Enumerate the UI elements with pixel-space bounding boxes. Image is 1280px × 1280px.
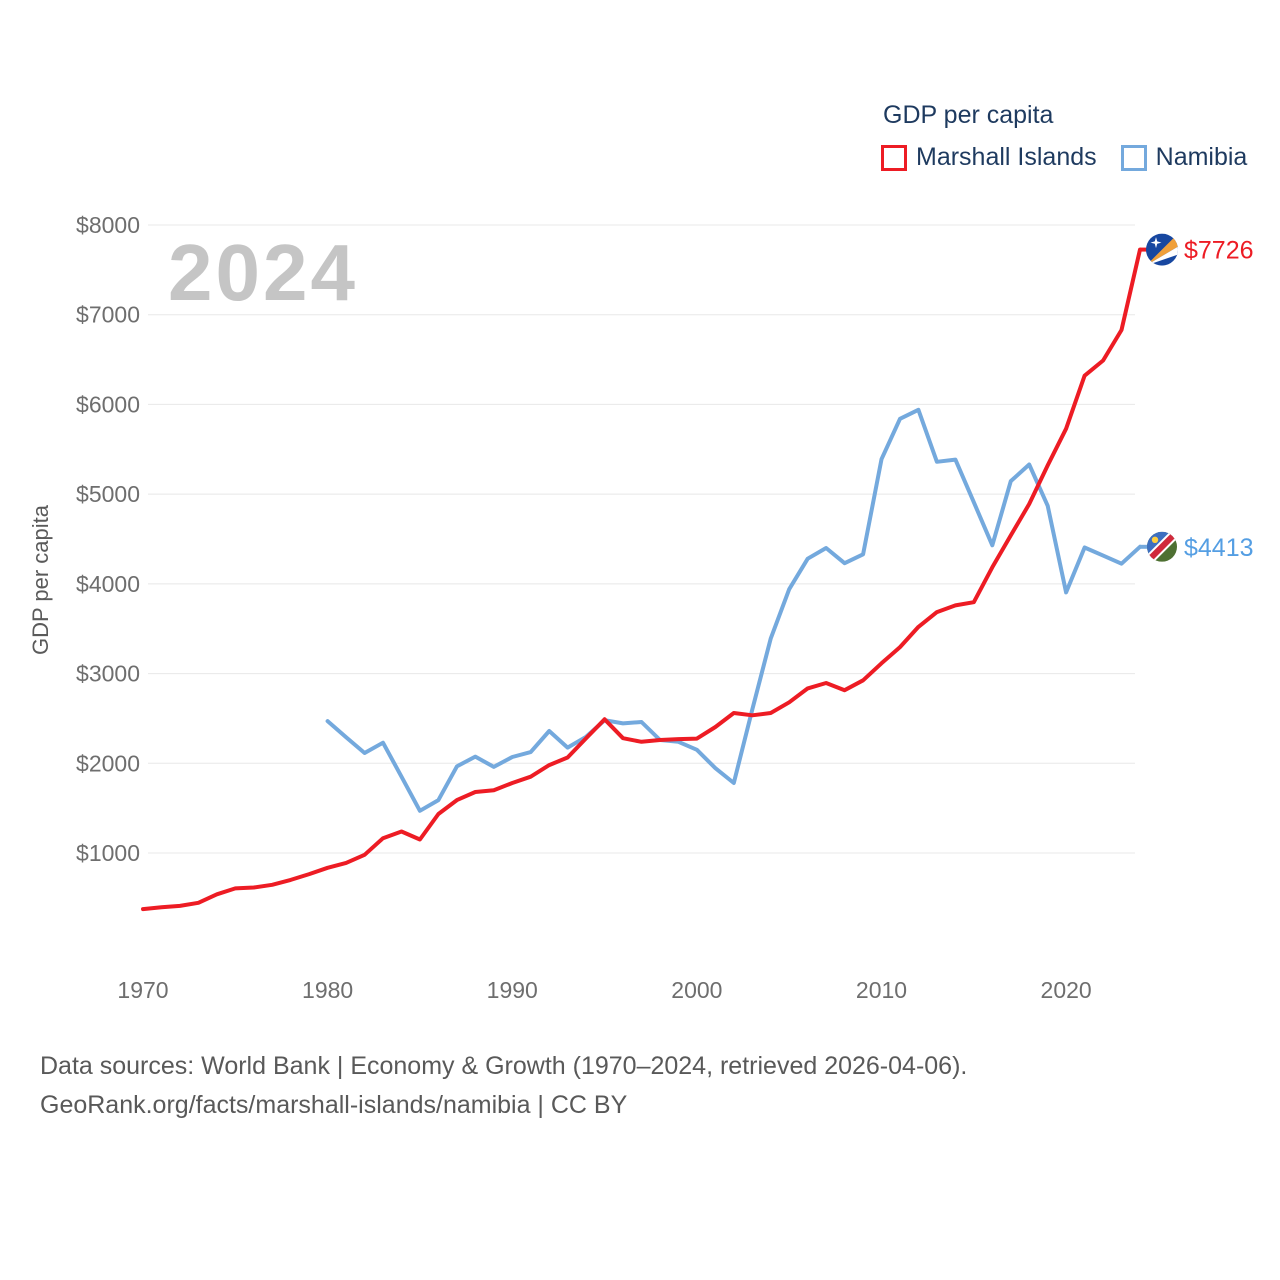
legend: GDP per capita Marshall Islands Namibia bbox=[881, 101, 1247, 172]
x-axis-ticks: 1970 1980 1990 2000 2010 2020 bbox=[117, 977, 1091, 1003]
namibia-flag-icon bbox=[1147, 531, 1177, 562]
marshall-islands-line bbox=[141, 247, 1142, 912]
namibia-line bbox=[325, 407, 1142, 813]
legend-label-marshall-islands: Marshall Islands bbox=[916, 143, 1097, 171]
marshall-islands-swatch bbox=[881, 144, 907, 171]
legend-item-namibia[interactable]: Namibia bbox=[1120, 143, 1248, 172]
y-tick-label: $8000 bbox=[76, 212, 140, 238]
x-tick-label: 1980 bbox=[302, 977, 353, 1003]
y-tick-label: $2000 bbox=[76, 750, 140, 776]
namibia-end-value: $4413 bbox=[1184, 534, 1254, 562]
y-tick-label: $4000 bbox=[76, 571, 140, 597]
y-tick-label: $1000 bbox=[76, 840, 140, 866]
marshall-islands-end-label: $7726 bbox=[1146, 233, 1254, 266]
x-tick-label: 2010 bbox=[856, 977, 907, 1003]
marshall-islands-end-value: $7726 bbox=[1184, 237, 1254, 265]
y-tick-label: $3000 bbox=[76, 661, 140, 687]
marshall-islands-flag-icon bbox=[1146, 233, 1178, 266]
namibia-end-label: $4413 bbox=[1147, 531, 1254, 562]
legend-label-namibia: Namibia bbox=[1155, 143, 1248, 171]
x-tick-label: 1970 bbox=[117, 977, 168, 1003]
x-tick-label: 2000 bbox=[671, 977, 722, 1003]
watermark-year: 2024 bbox=[168, 228, 358, 317]
legend-item-marshall-islands[interactable]: Marshall Islands bbox=[881, 143, 1097, 172]
namibia-swatch bbox=[1120, 144, 1147, 171]
legend-title: GDP per capita bbox=[883, 101, 1054, 129]
y-tick-label: $5000 bbox=[76, 481, 140, 507]
gridlines bbox=[148, 224, 1135, 854]
footer-attribution-line: GeoRank.org/facts/marshall-islands/namib… bbox=[40, 1091, 628, 1119]
footer-sources-line: Data sources: World Bank | Economy & Gro… bbox=[40, 1052, 968, 1080]
y-tick-label: $7000 bbox=[76, 302, 140, 328]
footer: Data sources: World Bank | Economy & Gro… bbox=[40, 1047, 967, 1125]
y-axis-title: GDP per capita bbox=[28, 504, 53, 655]
y-tick-label: $6000 bbox=[76, 391, 140, 417]
x-tick-label: 2020 bbox=[1041, 977, 1092, 1003]
x-tick-label: 1990 bbox=[487, 977, 538, 1003]
y-axis-ticks: $1000 $2000 $3000 $4000 $5000 $6000 $7000 $8000 bbox=[76, 212, 140, 866]
legend-items: Marshall Islands Namibia bbox=[881, 143, 1247, 172]
